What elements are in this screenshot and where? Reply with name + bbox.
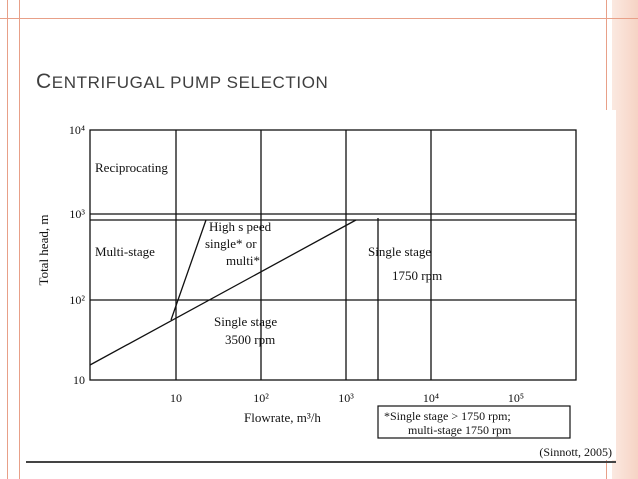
footnote-box	[377, 405, 571, 439]
region-single-stage-3500-line1: Single stage	[214, 314, 277, 329]
x-axis-label: Flowrate, m³/h	[244, 410, 321, 425]
boundary-single-stage-diagonal	[89, 219, 357, 366]
x-tick-10: 10	[170, 391, 182, 405]
region-high-speed-line3: multi*	[226, 253, 260, 268]
frame-line-left	[7, 0, 8, 479]
y-tick-10000: 10⁴	[69, 123, 85, 137]
region-multi-stage: Multi-stage	[95, 244, 155, 259]
x-tick-100: 10²	[253, 391, 269, 405]
region-high-speed-line1: High s peed	[209, 219, 272, 234]
x-tick-10000: 10⁴	[423, 391, 439, 405]
frame-line-left-inner	[19, 0, 20, 479]
region-reciprocating: Reciprocating	[95, 160, 168, 175]
slide-title-rest: ENTRIFUGAL PUMP SELECTION	[51, 73, 329, 92]
y-tick-100: 10²	[69, 293, 85, 307]
decorative-side-strip	[612, 0, 638, 479]
chart-grid	[89, 129, 577, 381]
footnote-line1: *Single stage > 1750 rpm;	[384, 409, 511, 423]
pump-selection-chart: 10 10² 10³ 10⁴ 10 10² 10³ 10⁴ 10⁵ Total …	[36, 123, 612, 459]
x-tick-100000: 10⁵	[508, 391, 524, 405]
region-single-stage-3500-line2: 3500 rpm	[225, 332, 275, 347]
bottom-rule	[26, 461, 616, 463]
region-single-stage-1750-line1: Single stage	[368, 244, 431, 259]
y-tick-10: 10	[73, 373, 85, 387]
x-tick-1000: 10³	[338, 391, 354, 405]
boundary-multi-stage-diagonal	[170, 219, 207, 321]
footnote-line2: multi-stage 1750 rpm	[408, 423, 512, 437]
citation: (Sinnott, 2005)	[539, 445, 612, 459]
frame-line-top	[0, 18, 638, 19]
y-tick-1000: 10³	[69, 207, 85, 221]
chart-frame	[89, 129, 577, 381]
slide-title-initial: C	[36, 70, 52, 93]
slide-title: CENTRIFUGAL PUMP SELECTION	[36, 70, 328, 94]
region-high-speed-line2: single* or	[205, 236, 257, 251]
region-single-stage-1750-line2: 1750 rpm	[392, 268, 442, 283]
pump-selection-figure: 10 10² 10³ 10⁴ 10 10² 10³ 10⁴ 10⁵ Total …	[26, 110, 616, 460]
y-axis-label: Total head, m	[36, 215, 51, 286]
